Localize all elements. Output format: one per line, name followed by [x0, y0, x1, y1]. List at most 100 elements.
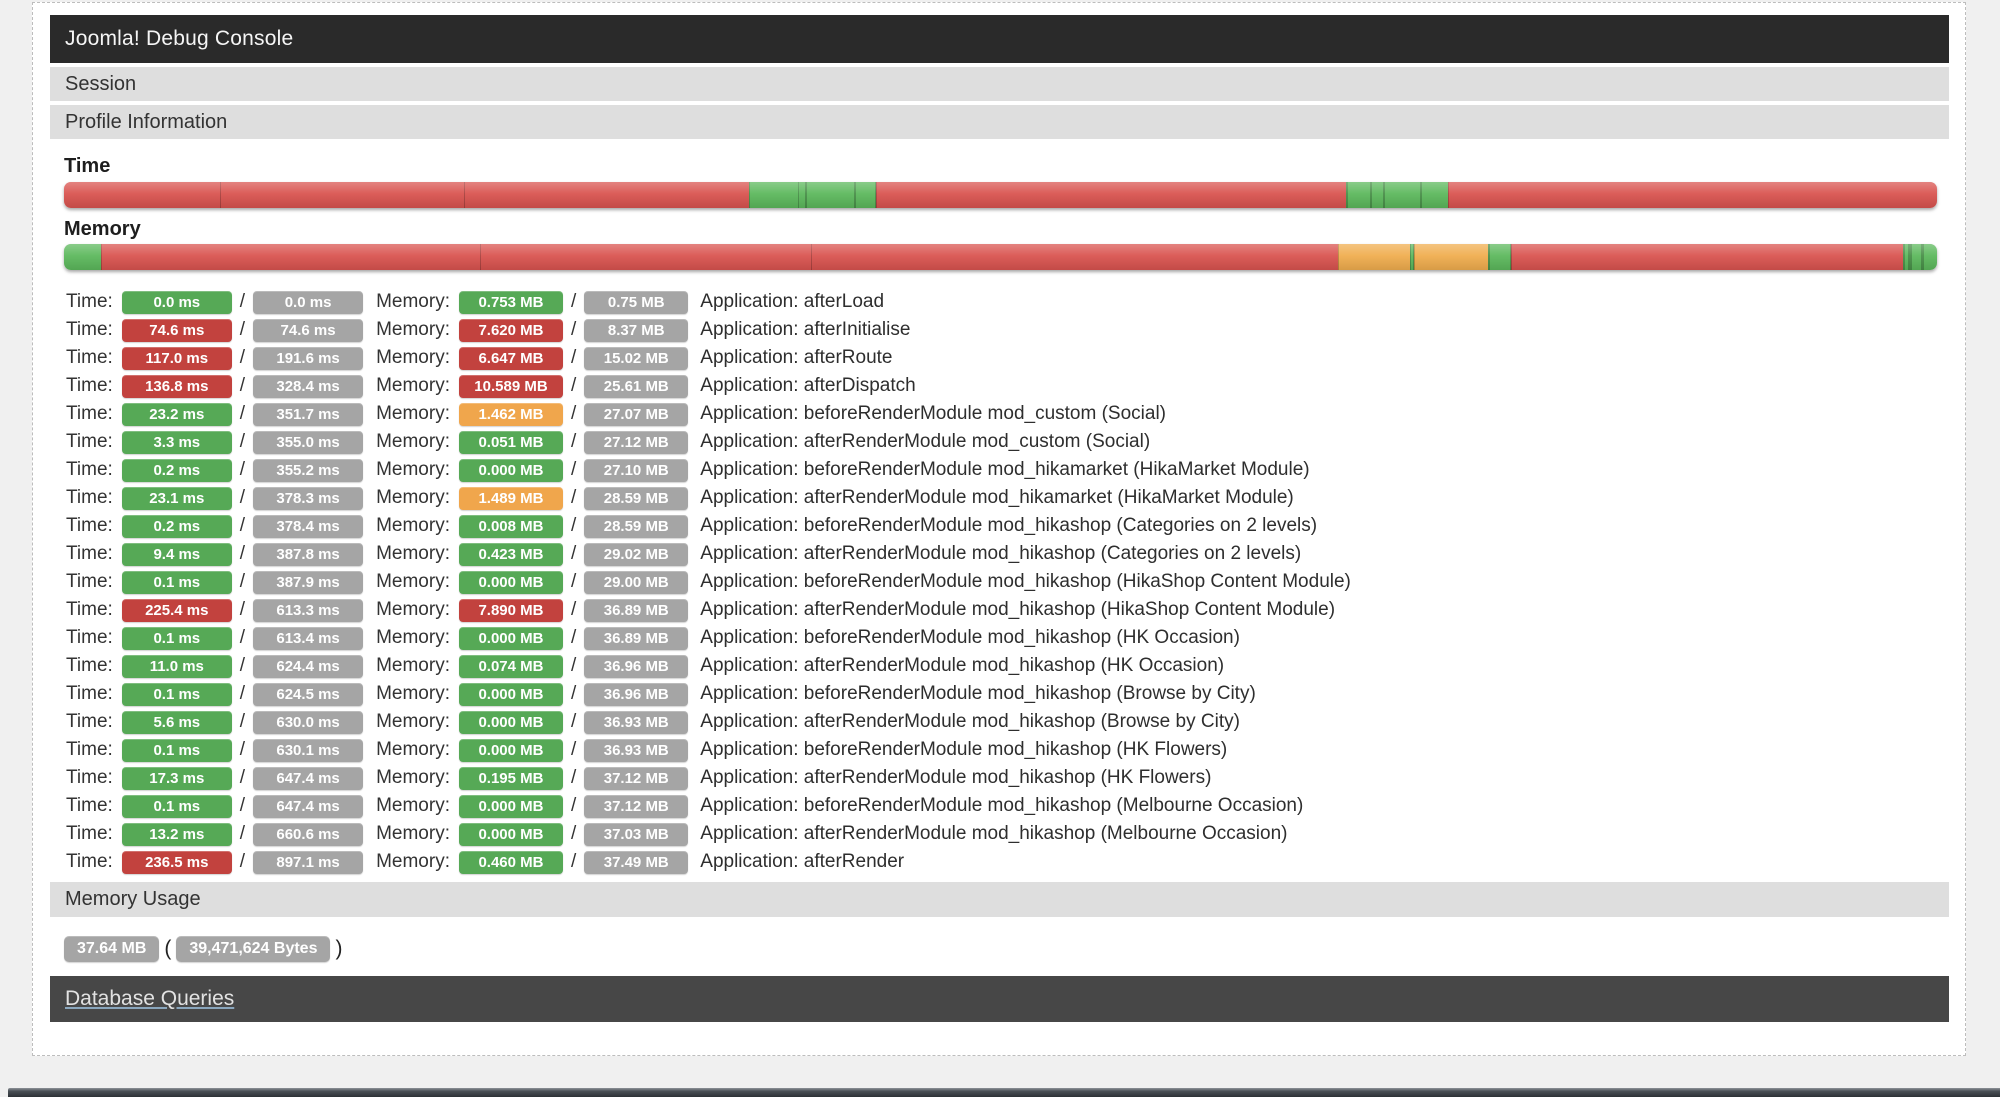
memory-delta-badge: 0.000 MB: [458, 710, 563, 734]
memory-delta-badge: 0.008 MB: [458, 514, 563, 538]
bar-segment: [1419, 182, 1421, 208]
bar-segment: [1413, 244, 1488, 270]
bar-segment: [805, 182, 854, 208]
memory-label: Memory:: [376, 515, 450, 536]
memory-total-badge: 29.02 MB: [584, 542, 689, 566]
bar-segment: [1922, 244, 1937, 270]
slash-separator: /: [570, 823, 577, 844]
close-paren: ): [335, 937, 343, 960]
memory-label: Memory:: [376, 347, 450, 368]
memory-profile-bar: [64, 244, 1937, 270]
slash-separator: /: [239, 543, 246, 564]
application-label: Application: beforeRenderModule mod_hika…: [700, 515, 1318, 536]
time-label: Time:: [66, 683, 113, 704]
section-header-database-queries[interactable]: Database Queries: [50, 976, 1949, 1022]
profile-row: Time: 23.1 ms / 378.3 ms Memory: 1.489 M…: [66, 484, 1946, 512]
application-label: Application: beforeRenderModule mod_cust…: [700, 403, 1167, 424]
time-delta-badge: 0.2 ms: [121, 514, 232, 538]
time-total-badge: 613.4 ms: [253, 626, 364, 650]
memory-delta-badge: 0.000 MB: [458, 822, 563, 846]
slash-separator: /: [239, 599, 246, 620]
slash-separator: /: [570, 459, 577, 480]
application-label: Application: afterRenderModule mod_custo…: [700, 431, 1151, 452]
memory-total-badge: 29.00 MB: [584, 570, 689, 594]
time-label: Time:: [66, 459, 113, 480]
memory-label: Memory:: [376, 375, 450, 396]
bar-segment: [1412, 244, 1414, 270]
memory-delta-badge: 6.647 MB: [458, 346, 563, 370]
application-label: Application: afterRender: [700, 851, 905, 872]
time-total-badge: 0.0 ms: [253, 290, 364, 314]
time-total-badge: 624.4 ms: [253, 654, 364, 678]
time-delta-badge: 0.1 ms: [121, 626, 232, 650]
time-label: Time:: [66, 599, 113, 620]
bar-segment: [1371, 182, 1383, 208]
bar-segment: [875, 182, 1347, 208]
slash-separator: /: [570, 291, 577, 312]
console-title-bar: Joomla! Debug Console: [50, 15, 1949, 63]
bar-segment: [480, 244, 811, 270]
time-total-badge: 647.4 ms: [253, 766, 364, 790]
console-title: Joomla! Debug Console: [65, 27, 294, 50]
application-label: Application: afterLoad: [700, 291, 885, 312]
memory-total-badge: 36.96 MB: [584, 654, 689, 678]
time-label: Time:: [66, 543, 113, 564]
memory-total-badge: 27.10 MB: [584, 458, 689, 482]
slash-separator: /: [570, 655, 577, 676]
memory-total-badge: 27.12 MB: [584, 430, 689, 454]
section-header-session[interactable]: Session: [50, 67, 1949, 101]
memory-delta-badge: 0.423 MB: [458, 542, 563, 566]
profile-row: Time: 0.1 ms / 647.4 ms Memory: 0.000 MB…: [66, 792, 1946, 820]
section-header-profile-information[interactable]: Profile Information: [50, 105, 1949, 139]
bar-segment: [1910, 244, 1921, 270]
memory-label: Memory:: [376, 795, 450, 816]
memory-delta-badge: 0.000 MB: [458, 570, 563, 594]
time-delta-badge: 0.1 ms: [121, 738, 232, 762]
slash-separator: /: [570, 851, 577, 872]
slash-separator: /: [239, 515, 246, 536]
bar-segment: [463, 182, 750, 208]
profile-row: Time: 9.4 ms / 387.8 ms Memory: 0.423 MB…: [66, 540, 1946, 568]
memory-delta-badge: 7.890 MB: [458, 598, 563, 622]
time-profile-bar: [64, 182, 1937, 208]
database-queries-link[interactable]: Database Queries: [65, 987, 235, 1010]
time-total-badge: 613.3 ms: [253, 598, 364, 622]
profile-row: Time: 17.3 ms / 647.4 ms Memory: 0.195 M…: [66, 764, 1946, 792]
memory-total-badge: 36.89 MB: [584, 626, 689, 650]
memory-delta-badge: 10.589 MB: [458, 374, 563, 398]
memory-label: Memory:: [376, 571, 450, 592]
slash-separator: /: [239, 767, 246, 788]
slash-separator: /: [570, 683, 577, 704]
memory-delta-badge: 0.000 MB: [458, 458, 563, 482]
bar-segment: [101, 244, 481, 270]
slash-separator: /: [570, 627, 577, 648]
application-label: Application: afterDispatch: [700, 375, 916, 396]
slash-separator: /: [239, 627, 246, 648]
application-label: Application: afterRenderModule mod_hikas…: [700, 543, 1302, 564]
slash-separator: /: [239, 403, 246, 424]
time-heading: Time: [64, 155, 111, 177]
memory-total-badge: 0.75 MB: [584, 290, 689, 314]
time-delta-badge: 9.4 ms: [121, 542, 232, 566]
profile-row: Time: 0.2 ms / 378.4 ms Memory: 0.008 MB…: [66, 512, 1946, 540]
memory-total-badge: 36.93 MB: [584, 738, 689, 762]
memory-label: Memory:: [376, 599, 450, 620]
time-total-badge: 378.3 ms: [253, 486, 364, 510]
memory-delta-badge: 0.195 MB: [458, 766, 563, 790]
profile-row: Time: 11.0 ms / 624.4 ms Memory: 0.074 M…: [66, 652, 1946, 680]
section-header-memory-usage[interactable]: Memory Usage: [50, 882, 1949, 917]
bar-segment: [1337, 244, 1411, 270]
time-delta-badge: 0.0 ms: [121, 290, 232, 314]
memory-delta-badge: 0.753 MB: [458, 290, 563, 314]
memory-total-badge: 8.37 MB: [584, 318, 689, 342]
time-delta-badge: 13.2 ms: [121, 822, 232, 846]
memory-total-badge: 37.03 MB: [584, 822, 689, 846]
bar-segment: [1420, 182, 1449, 208]
time-total-badge: 897.1 ms: [253, 850, 364, 874]
application-label: Application: afterRenderModule mod_hikas…: [700, 823, 1288, 844]
application-label: Application: beforeRenderModule mod_hika…: [700, 739, 1228, 760]
bar-segment: [1347, 182, 1371, 208]
profile-row: Time: 0.1 ms / 613.4 ms Memory: 0.000 MB…: [66, 624, 1946, 652]
time-label: Time:: [66, 487, 113, 508]
slash-separator: /: [239, 571, 246, 592]
